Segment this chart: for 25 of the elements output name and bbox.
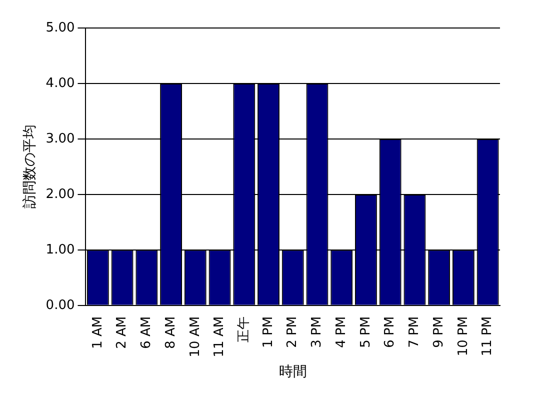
x-tick-label: 11 AM xyxy=(212,316,228,358)
x-tick-label: 10 AM xyxy=(188,316,203,358)
x-tick-label: 11 PM xyxy=(480,316,496,356)
x-tick-label: 5 PM xyxy=(358,316,374,348)
x-tick-label: 7 PM xyxy=(407,316,422,348)
x-tick-label: 3 PM xyxy=(310,316,325,348)
y-tick-label: 3.00 xyxy=(46,131,75,146)
x-tick-label: 4 PM xyxy=(334,316,349,348)
x-tick-label: 2 PM xyxy=(285,316,300,348)
x-tick-label: 9 PM xyxy=(431,316,446,348)
y-tick-label: 5.00 xyxy=(46,20,75,36)
x-tick-label: 10 PM xyxy=(456,316,471,356)
x-tick-label: 6 AM xyxy=(139,316,154,349)
y-tick-label: 2.00 xyxy=(46,186,75,202)
y-tick-label: 4.00 xyxy=(46,76,75,91)
x-tick-label: 1 AM xyxy=(90,316,106,349)
y-tick-label: 0.00 xyxy=(46,298,75,313)
x-tick-label: 1 PM xyxy=(260,316,276,348)
x-tick-label: 8 AM xyxy=(163,316,178,349)
y-tick-label: 1.00 xyxy=(46,242,75,258)
x-tick-label: 正午 xyxy=(236,316,252,342)
x-axis-title: 時間 xyxy=(278,364,307,380)
y-axis-title: 訪問数の平均 xyxy=(22,124,38,209)
x-tick-label: 6 PM xyxy=(382,316,398,348)
x-tick-label: 2 AM xyxy=(114,316,130,349)
